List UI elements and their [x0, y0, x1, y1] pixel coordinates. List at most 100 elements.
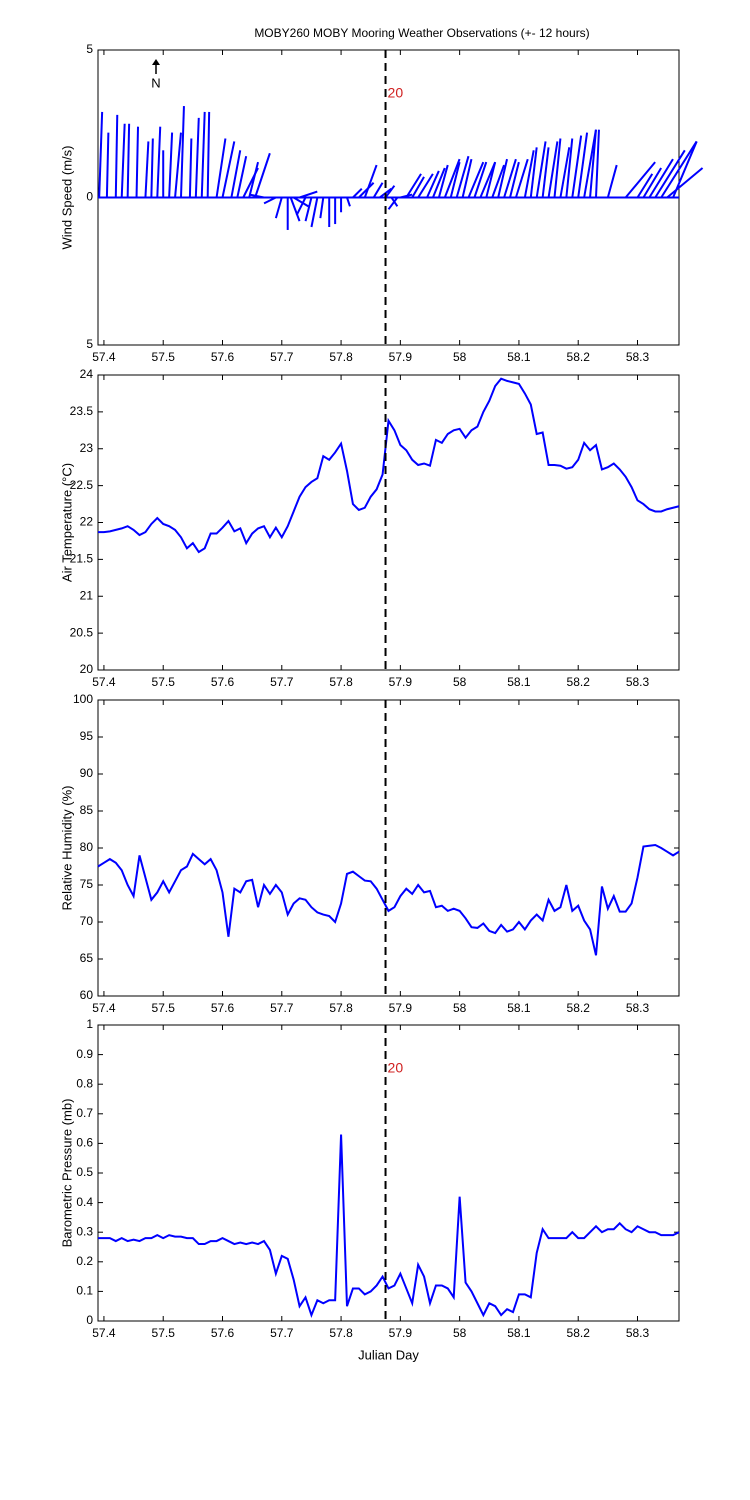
- wind-stick: [346, 197, 351, 207]
- reference-label: 20: [388, 85, 404, 101]
- wind-stick: [541, 147, 550, 198]
- x-tick-label: 57.5: [152, 350, 176, 364]
- wind-stick: [372, 182, 384, 199]
- x-tick-label: 58: [453, 675, 467, 689]
- x-tick-label: 58.2: [567, 1326, 591, 1340]
- wind-stick: [660, 140, 698, 199]
- wind-stick: [135, 126, 140, 198]
- y-tick-label: 24: [80, 367, 94, 381]
- wind-stick: [509, 161, 520, 198]
- x-tick-label: 58.2: [567, 350, 591, 364]
- figure-title: MOBY260 MOBY Mooring Weather Observation…: [254, 26, 589, 40]
- x-tick-label: 57.6: [211, 350, 235, 364]
- wind-stick: [523, 150, 535, 198]
- wind-stick: [491, 164, 505, 198]
- wind-stick: [105, 132, 110, 198]
- y-tick-label: 80: [80, 840, 94, 854]
- wind-stick: [230, 150, 242, 198]
- wind-stick: [319, 197, 325, 219]
- wind-stick: [384, 185, 396, 199]
- x-tick-label: 57.8: [329, 675, 353, 689]
- y-tick-label: 23.5: [70, 404, 94, 418]
- y-tick-label: 0.8: [76, 1076, 93, 1090]
- x-tick-label: 58.2: [567, 1001, 591, 1015]
- wind-stick: [437, 164, 449, 198]
- y-axis-label: Air Temperature (°C): [59, 463, 74, 582]
- wind-stick: [387, 196, 399, 210]
- x-tick-label: 58.1: [507, 350, 531, 364]
- north-arrow-head: [152, 59, 160, 65]
- wind-stick: [405, 173, 422, 199]
- wind-stick: [606, 164, 618, 198]
- wind-stick: [352, 187, 363, 199]
- y-tick-label: 0.7: [76, 1106, 93, 1120]
- y-axis-label: Barometric Pressure (mb): [59, 1099, 74, 1248]
- wind-stick: [236, 155, 248, 198]
- wind-stick: [443, 158, 461, 198]
- x-tick-label: 57.6: [211, 675, 235, 689]
- wind-stick: [417, 173, 434, 199]
- wind-stick: [274, 197, 283, 219]
- panel: 57.4 57.5 57.6 57.7 57.8 57.9 58 58.1 58.2 58.3 60…: [59, 692, 680, 1015]
- x-tick-label: 58.1: [507, 675, 531, 689]
- y-tick-label: 70: [80, 914, 94, 928]
- wind-stick: [485, 161, 497, 198]
- wind-stick: [411, 176, 425, 198]
- wind-stick: [595, 129, 600, 198]
- wind-stick: [497, 158, 509, 198]
- x-tick-label: 58.1: [507, 1001, 531, 1015]
- x-tick-label: 57.7: [270, 1326, 294, 1340]
- x-tick-label: 57.8: [329, 1001, 353, 1015]
- panel: 57.4 57.5 57.6 57.7 57.8 57.9 58 58.1 58.2 58.3 5 0…: [59, 42, 704, 364]
- y-tick-label: 65: [80, 951, 94, 965]
- y-tick-label: 0.3: [76, 1224, 93, 1238]
- y-tick-label: 22.5: [70, 478, 94, 492]
- wind-stick: [426, 170, 440, 198]
- wind-stick: [577, 132, 589, 198]
- y-axis-label: Wind Speed (m/s): [59, 145, 74, 249]
- wind-stick: [503, 158, 517, 198]
- wind-stick: [455, 155, 470, 198]
- x-tick-label: 57.9: [389, 675, 413, 689]
- x-tick-label: 58.3: [626, 350, 650, 364]
- wind-stick: [126, 123, 131, 198]
- x-tick-label: 57.4: [92, 1001, 116, 1015]
- y-tick-label: 0.6: [76, 1136, 93, 1150]
- y-tick-label: 20.5: [70, 625, 94, 639]
- x-tick-label: 58.2: [567, 675, 591, 689]
- wind-stick: [535, 141, 547, 198]
- x-tick-label: 57.4: [92, 350, 116, 364]
- x-tick-label: 57.5: [152, 675, 176, 689]
- x-tick-label: 57.4: [92, 1326, 116, 1340]
- x-tick-label: 57.5: [152, 1001, 176, 1015]
- wind-stick: [565, 138, 574, 198]
- x-tick-label: 58.3: [626, 1326, 650, 1340]
- wind-stick: [449, 161, 461, 198]
- wind-stick: [293, 196, 309, 208]
- wind-stick: [515, 158, 529, 198]
- wind-stick: [624, 161, 656, 199]
- wind-stick: [249, 193, 265, 199]
- y-tick-label: 0.2: [76, 1254, 93, 1268]
- wind-stick: [473, 161, 488, 198]
- y-tick-label: 0: [86, 190, 93, 204]
- x-tick-label: 57.6: [211, 1001, 235, 1015]
- wind-stick: [168, 132, 174, 198]
- wind-stick: [666, 167, 704, 199]
- x-tick-label: 58.3: [626, 1001, 650, 1015]
- x-axis-label: Julian Day: [358, 1347, 419, 1362]
- north-label: N: [151, 75, 160, 90]
- wind-stick: [221, 141, 236, 198]
- plot-frame: [97, 699, 680, 997]
- x-tick-label: 57.8: [329, 350, 353, 364]
- wind-stick: [583, 129, 597, 198]
- wind-stick: [156, 126, 162, 198]
- y-tick-label: 21.5: [70, 552, 94, 566]
- wind-stick: [289, 197, 301, 222]
- x-tick-label: 57.5: [152, 1326, 176, 1340]
- x-tick-label: 57.7: [270, 350, 294, 364]
- y-tick-label: 23: [80, 441, 94, 455]
- y-tick-label: 5: [86, 337, 93, 351]
- wind-stick: [144, 141, 150, 198]
